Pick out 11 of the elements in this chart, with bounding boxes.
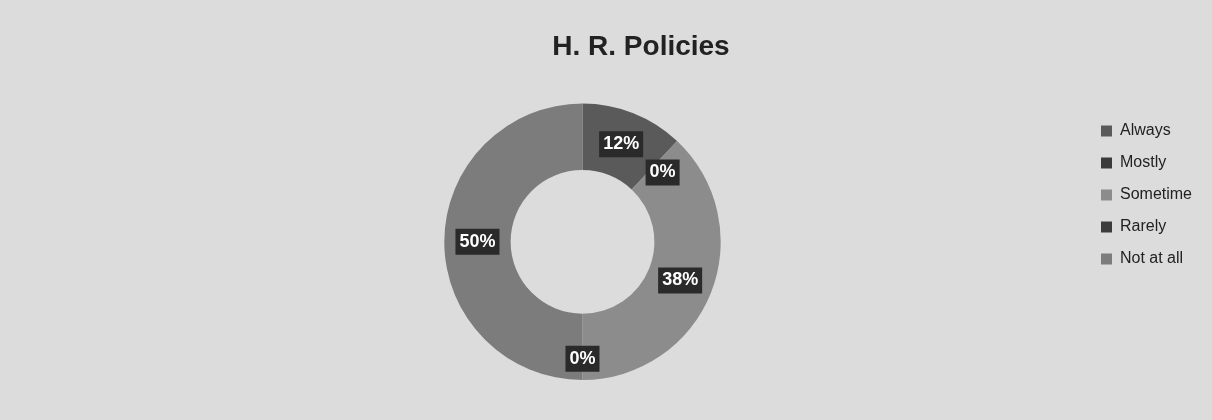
- legend-label: Rarely: [1119, 217, 1167, 235]
- text: 0%: [649, 161, 676, 182]
- data-label: 12%: [603, 133, 640, 154]
- text: 0%: [569, 347, 596, 368]
- legend-label: Not at all: [1119, 249, 1184, 267]
- chart-title: H. R. Policies: [552, 29, 730, 61]
- data-label: 38%: [662, 269, 699, 290]
- legend-label: Always: [1119, 121, 1171, 139]
- data-label: 50%: [459, 230, 496, 251]
- legend-label: Sometime: [1119, 185, 1193, 203]
- legend-label: Mostly: [1119, 153, 1167, 171]
